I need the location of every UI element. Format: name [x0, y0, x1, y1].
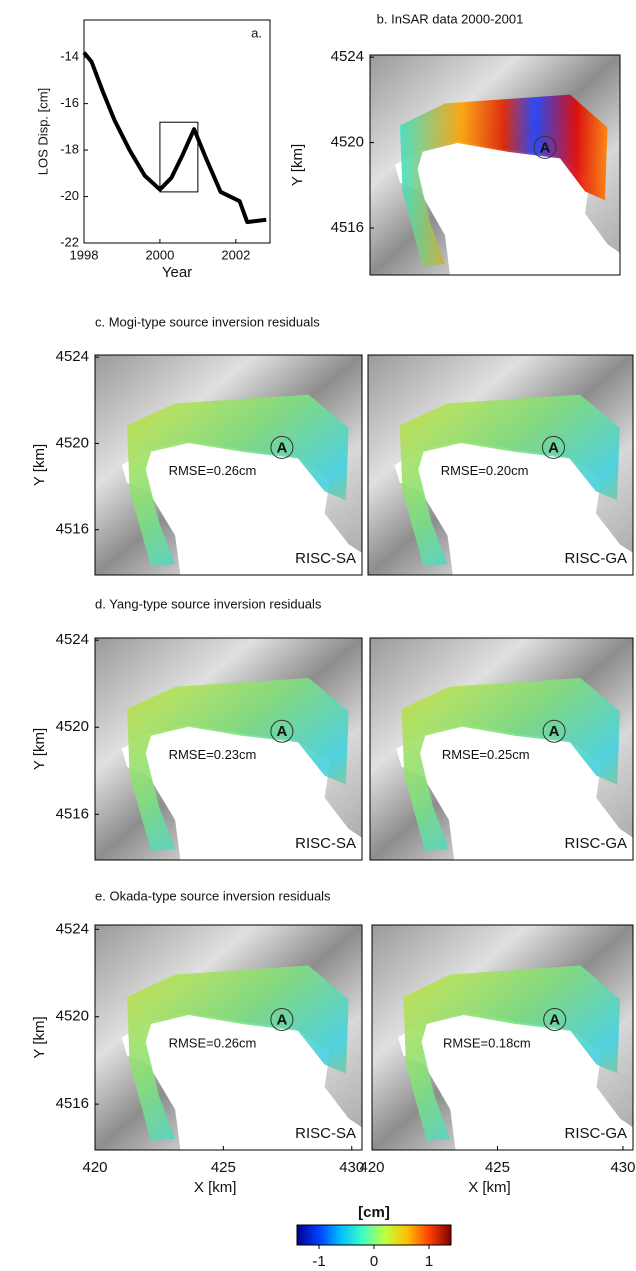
y-tick-label: -14: [60, 49, 79, 64]
y-tick-label: -16: [60, 95, 79, 110]
y-axis-label: Y [km]: [289, 144, 306, 186]
method-label: RISC-SA: [295, 835, 356, 852]
panel-title: e. Okada-type source inversion residuals: [95, 888, 331, 903]
marker-label: A: [276, 723, 287, 740]
x-tick-label: 420: [359, 1159, 384, 1176]
panel-title: b. InSAR data 2000-2001: [377, 11, 524, 26]
y-tick-label: 4524: [56, 348, 89, 365]
x-axis-label: X [km]: [194, 1179, 237, 1196]
colorbar-tick-label: 1: [425, 1253, 433, 1270]
x-tick-label: 1998: [70, 247, 99, 262]
x-tick-label: 425: [485, 1159, 510, 1176]
method-label: RISC-SA: [295, 550, 356, 567]
y-axis-label: Y [km]: [31, 444, 48, 486]
y-tick-label: 4520: [56, 718, 89, 735]
marker-label: A: [549, 723, 560, 740]
rmse-label: RMSE=0.26cm: [169, 1036, 257, 1051]
y-tick-label: 4520: [56, 1008, 89, 1025]
y-axis-label: Y [km]: [31, 728, 48, 770]
rmse-label: RMSE=0.18cm: [443, 1036, 531, 1051]
marker-label: A: [549, 1011, 560, 1028]
marker-label: A: [276, 439, 287, 456]
y-tick-label: 4516: [56, 1095, 89, 1112]
marker-label: A: [540, 139, 551, 156]
y-axis-label: LOS Disp. [cm]: [35, 88, 50, 175]
rmse-label: RMSE=0.25cm: [442, 747, 530, 762]
y-tick-label: 4516: [56, 521, 89, 538]
y-tick-label: 4520: [331, 134, 364, 151]
method-label: RISC-GA: [564, 550, 627, 567]
x-tick-label: 430: [610, 1159, 635, 1176]
y-tick-label: 4524: [56, 920, 89, 937]
y-tick-label: 4516: [56, 805, 89, 822]
y-tick-label: 4524: [56, 631, 89, 648]
method-label: RISC-GA: [564, 1125, 627, 1142]
panel-title: d. Yang-type source inversion residuals: [95, 596, 322, 611]
colorbar-label: [cm]: [358, 1204, 390, 1221]
line-series: [84, 53, 266, 223]
y-tick-label: 4524: [331, 48, 364, 65]
y-tick-label: -18: [60, 142, 79, 157]
panel-label: a.: [251, 25, 262, 40]
panel-title: c. Mogi-type source inversion residuals: [95, 314, 320, 329]
y-axis-label: Y [km]: [31, 1016, 48, 1058]
rmse-label: RMSE=0.23cm: [169, 747, 257, 762]
y-tick-label: -20: [60, 188, 79, 203]
x-tick-label: 420: [82, 1159, 107, 1176]
colorbar-tick-label: 0: [370, 1253, 378, 1270]
x-axis-label: X [km]: [468, 1179, 511, 1196]
method-label: RISC-GA: [564, 835, 627, 852]
rmse-label: RMSE=0.26cm: [169, 463, 257, 478]
x-tick-label: 2002: [221, 247, 250, 262]
x-tick-label: 425: [211, 1159, 236, 1176]
y-tick-label: 4516: [331, 219, 364, 236]
figure: -22-20-18-16-14199820002002a.YearLOS Dis…: [0, 0, 636, 1271]
y-tick-label: 4520: [56, 434, 89, 451]
marker-label: A: [548, 439, 559, 456]
x-tick-label: 2000: [145, 247, 174, 262]
method-label: RISC-SA: [295, 1125, 356, 1142]
colorbar: [297, 1225, 451, 1245]
marker-label: A: [276, 1011, 287, 1028]
colorbar-tick-label: -1: [312, 1253, 325, 1270]
x-axis-label: Year: [162, 264, 192, 281]
rmse-label: RMSE=0.20cm: [441, 463, 529, 478]
